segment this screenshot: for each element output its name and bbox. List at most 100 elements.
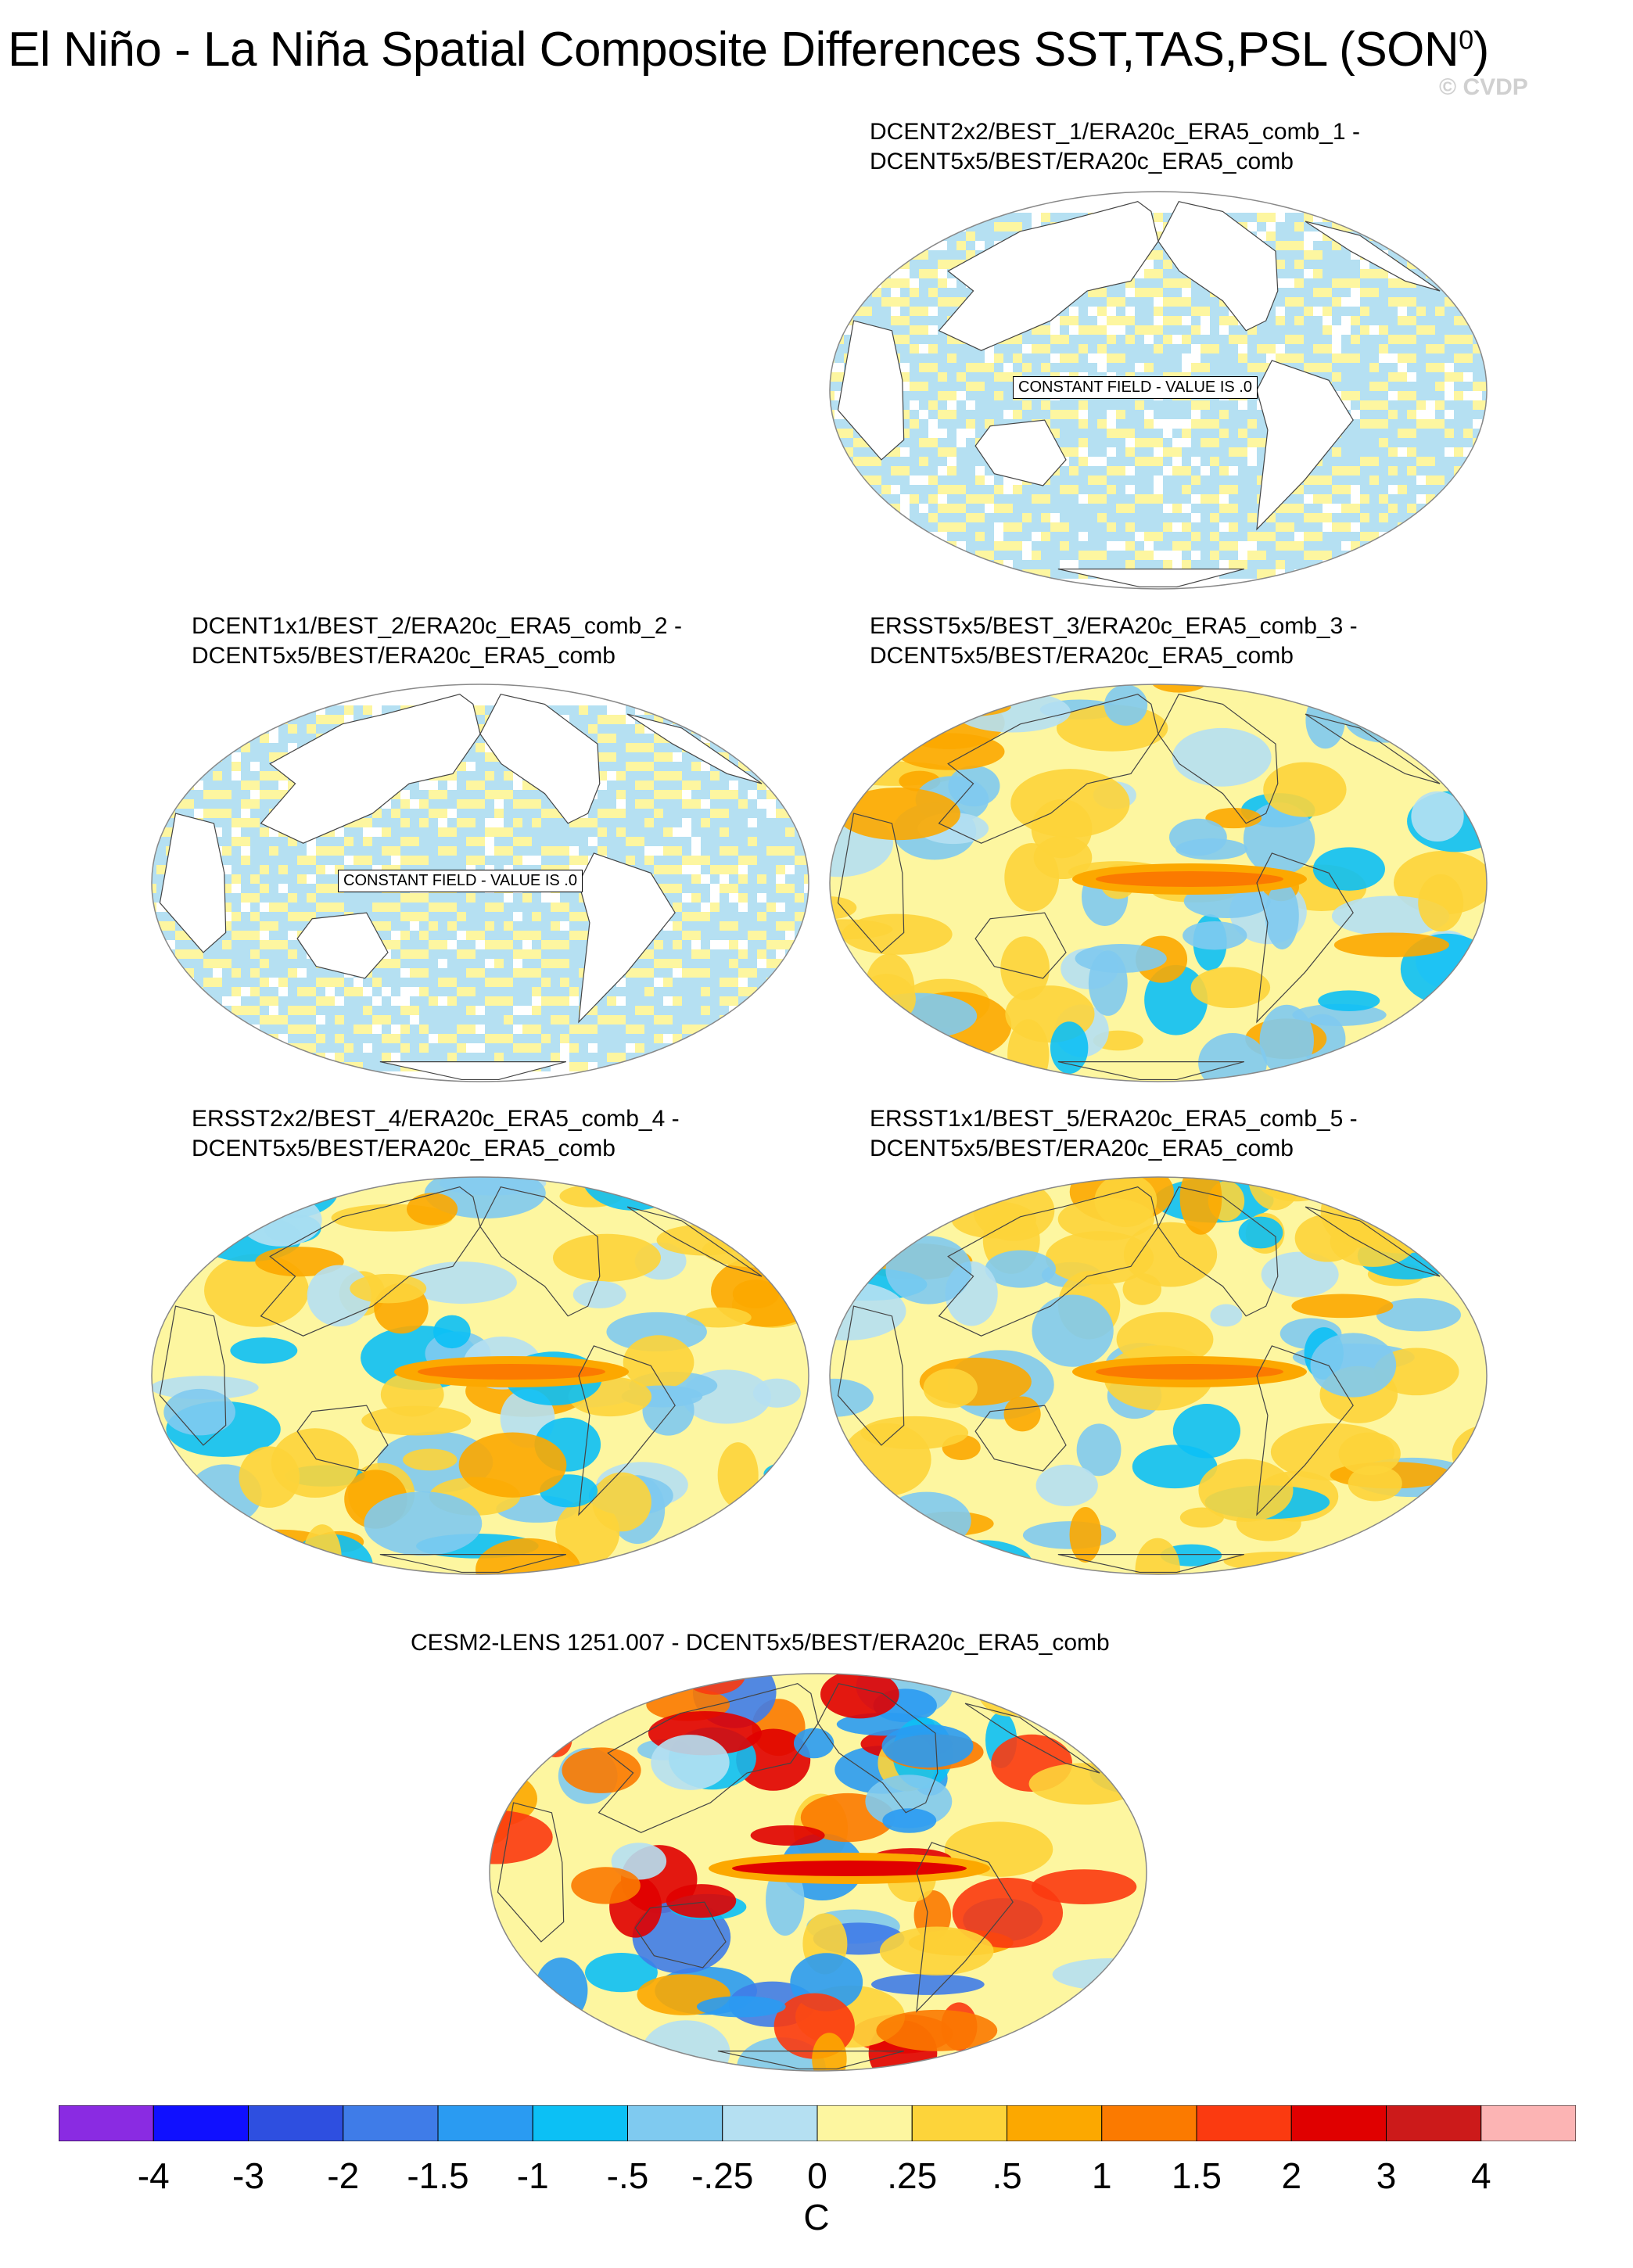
- map-cell: [1482, 231, 1487, 241]
- map-cell: [231, 1062, 241, 1071]
- map-cell: [316, 837, 325, 846]
- map-cell: [1116, 335, 1125, 344]
- map-cell: [956, 231, 966, 241]
- continent-antarctica: [1057, 569, 1244, 588]
- map-cell: [344, 1062, 354, 1071]
- map-cell: [382, 837, 391, 846]
- map-cell: [166, 743, 175, 752]
- map-cell: [853, 213, 863, 222]
- map-cell: [1360, 522, 1369, 532]
- map-cell: [1247, 466, 1257, 475]
- map-cell: [804, 968, 809, 978]
- map-cell: [691, 1062, 701, 1071]
- map-cell: [231, 912, 241, 921]
- map-cell: [729, 865, 738, 874]
- map-cell: [156, 1043, 166, 1053]
- map-cell: [928, 560, 938, 569]
- map-cell: [260, 837, 269, 846]
- map-cell: [1116, 344, 1125, 353]
- map-cell: [1135, 485, 1144, 494]
- map-cell: [1116, 513, 1125, 522]
- map-cell: [938, 551, 947, 560]
- map-cell: [1003, 494, 1013, 504]
- map-cell: [325, 1006, 335, 1015]
- map-cell: [457, 790, 466, 799]
- map-cell: [1473, 353, 1482, 363]
- map-cell: [382, 809, 391, 818]
- map-cell: [834, 372, 844, 382]
- map-cell: [1341, 288, 1351, 297]
- map-cell: [1407, 353, 1416, 363]
- map-cell: [560, 931, 569, 940]
- map-cell: [691, 799, 701, 809]
- map-cell: [1247, 569, 1257, 579]
- map-cell: [776, 856, 785, 865]
- map-cell: [830, 522, 834, 532]
- map-cell: [438, 1034, 447, 1043]
- map-cell: [588, 827, 598, 837]
- map-cell: [185, 734, 194, 743]
- map-cell: [748, 865, 757, 874]
- anomaly-patch: [1259, 1004, 1314, 1077]
- map-cell: [166, 705, 175, 715]
- map-cell: [1473, 410, 1482, 419]
- map-cell: [616, 724, 626, 734]
- map-cell: [607, 799, 616, 809]
- map-cell: [260, 1053, 269, 1062]
- map-cell: [834, 541, 844, 551]
- map-cell: [569, 1025, 579, 1034]
- map-cell: [541, 1006, 551, 1015]
- map-cell: [1172, 447, 1182, 457]
- map-cell: [663, 949, 673, 959]
- map-cell: [1201, 532, 1210, 541]
- map-cell: [1407, 241, 1416, 250]
- map-cell: [682, 978, 691, 987]
- map-cell: [1154, 213, 1163, 222]
- map-cell: [785, 724, 795, 734]
- map-cell: [776, 912, 785, 921]
- map-cell: [269, 752, 278, 762]
- map-cell: [429, 959, 438, 968]
- map-cell: [175, 715, 185, 724]
- map-cell: [966, 353, 975, 363]
- map-cell: [231, 790, 241, 799]
- map-cell: [938, 382, 947, 391]
- map-cell: [757, 856, 766, 865]
- map-cell: [872, 457, 881, 466]
- map-cell: [919, 400, 928, 410]
- map-cell: [776, 893, 785, 903]
- map-cell: [1097, 438, 1107, 447]
- map-cell: [720, 865, 729, 874]
- map-cell: [872, 522, 881, 532]
- map-cell: [928, 250, 938, 260]
- map-cell: [438, 968, 447, 978]
- map-cell: [532, 846, 541, 856]
- map-cell: [1426, 429, 1435, 438]
- map-cell: [1116, 307, 1125, 316]
- map-cell: [1116, 466, 1125, 475]
- map-cell: [213, 790, 222, 799]
- map-cell: [863, 250, 872, 260]
- map-cell: [776, 846, 785, 856]
- map-cell: [222, 949, 231, 959]
- map-cell: [616, 771, 626, 781]
- map-cell: [607, 734, 616, 743]
- map-cell: [1388, 307, 1398, 316]
- map-cell: [1294, 288, 1304, 297]
- map-cell: [466, 790, 476, 799]
- map-cell: [738, 818, 748, 827]
- map-cell: [485, 809, 494, 818]
- map-cell: [872, 316, 881, 325]
- map-cell: [447, 931, 457, 940]
- map-cell: [1088, 551, 1097, 560]
- map-cell: [682, 781, 691, 790]
- map-cell: [1210, 513, 1219, 522]
- map-cell: [928, 213, 938, 222]
- map-cell: [1332, 475, 1341, 485]
- map-cell: [1003, 400, 1013, 410]
- map-cell: [1482, 278, 1487, 288]
- map-cell: [1332, 260, 1341, 269]
- map-cell: [881, 307, 891, 316]
- map-cell: [419, 856, 429, 865]
- map-cell: [1069, 551, 1078, 560]
